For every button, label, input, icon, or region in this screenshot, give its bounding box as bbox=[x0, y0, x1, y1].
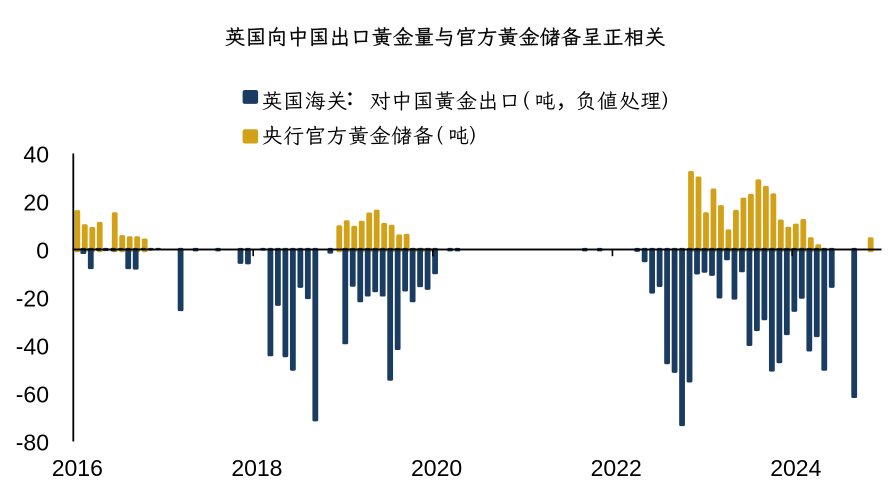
svg-text:2024: 2024 bbox=[770, 455, 821, 481]
svg-text:2016: 2016 bbox=[52, 455, 103, 481]
svg-text:40: 40 bbox=[23, 141, 49, 167]
svg-text:-20: -20 bbox=[16, 285, 49, 311]
svg-text:20: 20 bbox=[23, 189, 49, 215]
svg-text:-80: -80 bbox=[16, 429, 49, 455]
svg-text:2020: 2020 bbox=[411, 455, 462, 481]
svg-text:-60: -60 bbox=[16, 381, 49, 407]
svg-text:-40: -40 bbox=[16, 333, 49, 359]
svg-text:2022: 2022 bbox=[591, 455, 642, 481]
svg-text:0: 0 bbox=[36, 237, 49, 263]
svg-text:2018: 2018 bbox=[231, 455, 282, 481]
